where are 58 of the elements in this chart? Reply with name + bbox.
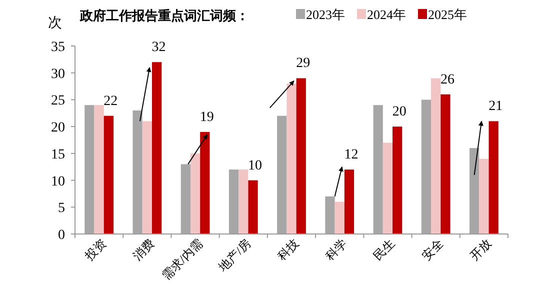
x-tick-label: 开放 — [467, 236, 494, 264]
x-tick-label: 民生 — [370, 236, 398, 264]
bar — [440, 94, 450, 234]
bar — [104, 116, 114, 234]
data-label: 10 — [248, 158, 262, 174]
bar — [248, 180, 258, 234]
x-tick-label: 安全 — [419, 236, 446, 264]
y-tick-label: 10 — [51, 174, 65, 190]
legend-label: 2023年 — [306, 7, 345, 22]
data-label: 21 — [488, 99, 503, 114]
bar — [277, 116, 287, 234]
bar — [84, 105, 94, 234]
data-label: 20 — [392, 104, 406, 120]
bar — [373, 105, 383, 234]
data-label: 12 — [344, 148, 358, 163]
bar — [344, 170, 354, 234]
bar — [132, 110, 142, 234]
y-tick-label: 30 — [51, 66, 65, 82]
y-tick-label: 5 — [58, 201, 65, 216]
legend-label: 2025年 — [428, 7, 467, 22]
bar — [286, 84, 296, 234]
y-tick-label: 25 — [51, 94, 65, 109]
legend-label: 2024年 — [367, 7, 406, 22]
x-tick-label: 科技 — [274, 236, 302, 264]
bar — [488, 121, 498, 234]
bar — [392, 126, 402, 234]
bar — [382, 142, 393, 234]
bar — [152, 62, 162, 234]
bar — [325, 196, 335, 234]
data-label: 29 — [296, 56, 310, 72]
y-tick-label: 20 — [51, 120, 65, 136]
bar — [190, 153, 200, 234]
x-tick-label: 消费 — [130, 236, 158, 264]
data-label: 22 — [104, 94, 118, 109]
bar — [200, 132, 210, 234]
chart-title: 政府工作报告重点词汇词频： — [79, 8, 249, 23]
bar — [431, 78, 441, 234]
y-tick-label: 15 — [51, 147, 65, 162]
data-label: 32 — [152, 40, 166, 56]
x-tick-label: 需求/内需 — [159, 236, 206, 282]
y-tick-label: 35 — [51, 40, 65, 55]
y-tick-label: 0 — [58, 228, 65, 243]
bar — [180, 164, 190, 234]
x-tick-label: 地产/房 — [215, 236, 254, 275]
bar — [238, 170, 248, 234]
y-axis-title: 次 — [48, 15, 62, 31]
x-tick-label: 科学 — [322, 236, 350, 264]
bar — [421, 100, 432, 234]
data-label: 19 — [200, 110, 214, 125]
bar — [470, 148, 480, 234]
bar — [296, 78, 306, 234]
bar — [94, 105, 104, 234]
data-label: 26 — [440, 72, 454, 88]
bar — [228, 170, 239, 234]
bar — [142, 121, 152, 234]
x-tick-label: 投资 — [82, 236, 110, 264]
bar — [334, 202, 344, 234]
bar — [479, 158, 489, 234]
